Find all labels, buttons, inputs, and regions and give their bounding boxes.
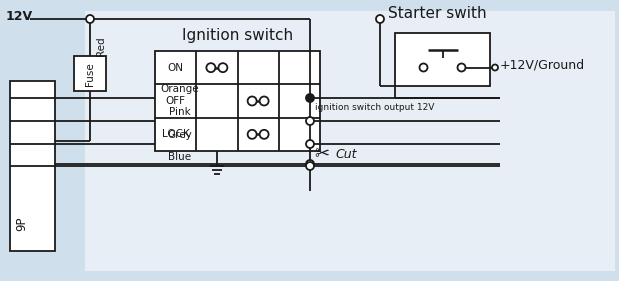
Circle shape (306, 94, 314, 102)
Text: ✂: ✂ (314, 145, 329, 163)
Circle shape (219, 63, 227, 72)
Circle shape (306, 117, 314, 125)
Text: Orange: Orange (161, 84, 199, 94)
Bar (10, 81, 55, 251)
Circle shape (306, 160, 314, 168)
Circle shape (306, 162, 314, 170)
Bar (74, 56, 106, 91)
Bar (85, 11, 615, 271)
Text: Grey: Grey (168, 130, 193, 140)
Circle shape (492, 65, 498, 71)
Text: +12V/Ground: +12V/Ground (500, 58, 585, 71)
Circle shape (457, 64, 465, 71)
Circle shape (248, 96, 257, 105)
Circle shape (259, 130, 269, 139)
Circle shape (420, 64, 428, 71)
Text: Starter swith: Starter swith (388, 6, 487, 21)
Circle shape (86, 15, 94, 23)
Bar (155, 51, 320, 151)
Circle shape (206, 63, 215, 72)
Text: Ignition switch: Ignition switch (182, 28, 293, 43)
Bar (395, 33, 490, 86)
Text: ON: ON (168, 63, 184, 73)
Text: Pink: Pink (169, 107, 191, 117)
Text: OFF: OFF (166, 96, 186, 106)
Text: Cut: Cut (335, 148, 357, 160)
Text: LOCK: LOCK (162, 129, 189, 139)
Text: 9P: 9P (15, 216, 28, 231)
Text: ignition switch output 12V: ignition switch output 12V (315, 103, 435, 112)
Circle shape (306, 140, 314, 148)
Text: Red: Red (96, 36, 106, 56)
Circle shape (376, 15, 384, 23)
Text: Fuse: Fuse (85, 62, 95, 86)
Text: Blue: Blue (168, 152, 191, 162)
Circle shape (259, 96, 269, 105)
Text: 12V: 12V (6, 10, 33, 22)
Circle shape (248, 130, 257, 139)
